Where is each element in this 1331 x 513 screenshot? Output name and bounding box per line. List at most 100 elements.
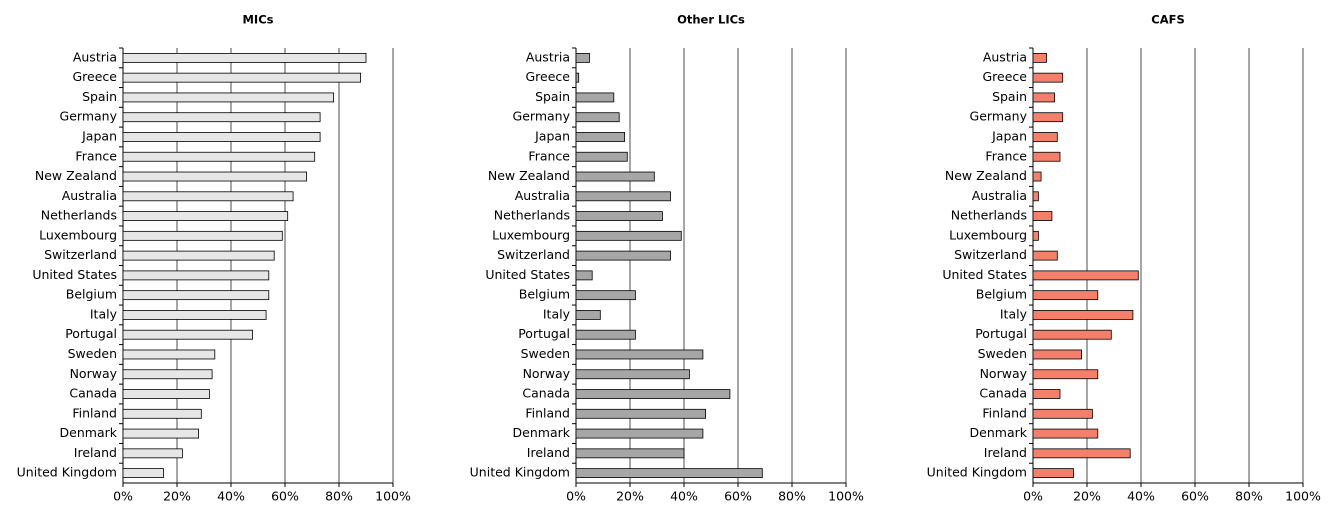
y-tick-label: Austria: [526, 49, 570, 64]
bar: [1032, 112, 1064, 123]
bar: [1032, 369, 1099, 380]
bar: [122, 468, 164, 479]
x-tick-label: 60%: [271, 489, 299, 504]
bar: [122, 211, 289, 221]
y-tick-label: Japan: [991, 128, 1027, 143]
x-tick-label: 20%: [163, 489, 191, 504]
bar: [575, 369, 690, 380]
y-tick-label: Ireland: [74, 445, 117, 460]
x-tick-label: 80%: [325, 489, 353, 504]
bar: [575, 230, 682, 241]
chart-title: CAFS: [1151, 13, 1184, 27]
y-tick-label: Canada: [522, 386, 570, 401]
y-tick-label: Denmark: [513, 425, 571, 440]
bar: [575, 310, 601, 320]
bar: [122, 369, 213, 380]
bar: [575, 270, 593, 281]
y-tick-label: Finland: [982, 405, 1027, 420]
y-tick-label: Portugal: [65, 326, 117, 341]
y-tick-label: France: [985, 148, 1027, 163]
y-tick-label: Portugal: [975, 326, 1027, 341]
y-tick-label: New Zealand: [35, 168, 117, 183]
bar: [1032, 270, 1139, 281]
bar: [1032, 191, 1039, 202]
x-tick-label: 100%: [375, 489, 411, 504]
bar: [1032, 428, 1099, 439]
bar: [575, 151, 628, 162]
y-tick-label: Switzerland: [497, 247, 570, 262]
bar: [1032, 211, 1053, 221]
bar: [575, 250, 671, 261]
bar: [575, 52, 590, 63]
bar: [575, 448, 685, 459]
y-tick-label: France: [75, 148, 117, 163]
bar: [122, 250, 275, 261]
bar: [575, 92, 615, 103]
y-tick-label: Norway: [523, 366, 571, 381]
bar: [575, 211, 663, 221]
x-tick-label: 20%: [1073, 489, 1101, 504]
y-tick-label: Australia: [62, 188, 117, 203]
bar: [575, 171, 655, 182]
bar: [122, 408, 202, 419]
x-tick-label: 80%: [778, 489, 806, 504]
y-tick-label: Austria: [73, 49, 117, 64]
y-tick-label: Belgium: [976, 287, 1027, 302]
bar: [1032, 151, 1061, 162]
x-tick-label: 40%: [1127, 489, 1155, 504]
y-tick-label: Spain: [82, 89, 117, 104]
y-tick-label: Germany: [970, 109, 1028, 124]
x-tick-label: 0%: [566, 489, 586, 504]
bar: [122, 72, 362, 83]
bar: [575, 112, 620, 123]
y-tick-label: Switzerland: [44, 247, 117, 262]
x-tick-label: 60%: [724, 489, 752, 504]
y-tick-label: Ireland: [527, 445, 570, 460]
bar: [122, 171, 308, 182]
y-tick-label: Luxembourg: [39, 227, 117, 242]
y-tick-label: Greece: [983, 69, 1028, 84]
y-tick-label: Japan: [534, 128, 570, 143]
bar: [122, 310, 267, 320]
y-tick-label: Luxembourg: [492, 227, 570, 242]
bar: [122, 132, 321, 142]
x-tick-label: 100%: [828, 489, 864, 504]
x-tick-label: 40%: [217, 489, 245, 504]
y-tick-label: Netherlands: [951, 208, 1027, 223]
y-tick-label: Italy: [1000, 306, 1028, 321]
y-tick-label: New Zealand: [945, 168, 1027, 183]
bar: [122, 230, 283, 241]
chart-title: Other LICs: [677, 13, 745, 27]
y-tick-label: New Zealand: [488, 168, 570, 183]
x-tick-label: 80%: [1235, 489, 1263, 504]
bar: [1032, 250, 1058, 261]
y-tick-label: United Kingdom: [470, 465, 570, 480]
y-tick-label: Germany: [60, 109, 118, 124]
bar: [122, 191, 294, 202]
bar: [1032, 290, 1099, 301]
y-tick-label: Canada: [69, 386, 117, 401]
bar: [575, 408, 707, 419]
y-tick-label: Belgium: [519, 287, 570, 302]
x-tick-label: 100%: [1285, 489, 1321, 504]
y-tick-label: United Kingdom: [17, 465, 117, 480]
bar: [1032, 92, 1056, 103]
y-tick-label: Australia: [515, 188, 570, 203]
bar: [1032, 448, 1131, 459]
bar: [122, 92, 335, 103]
bar: [575, 290, 636, 301]
bar: [575, 428, 704, 439]
y-tick-label: Finland: [525, 405, 570, 420]
bar: [122, 52, 367, 63]
bar: [575, 191, 671, 202]
y-tick-label: Canada: [979, 386, 1027, 401]
bar: [122, 151, 316, 162]
y-tick-label: Italy: [90, 306, 118, 321]
y-tick-label: Italy: [543, 306, 571, 321]
y-tick-label: Austria: [983, 49, 1027, 64]
bar: [575, 349, 704, 360]
y-tick-label: Belgium: [66, 287, 117, 302]
bar: [122, 448, 183, 459]
bar: [1032, 408, 1093, 419]
y-tick-label: Spain: [535, 89, 570, 104]
